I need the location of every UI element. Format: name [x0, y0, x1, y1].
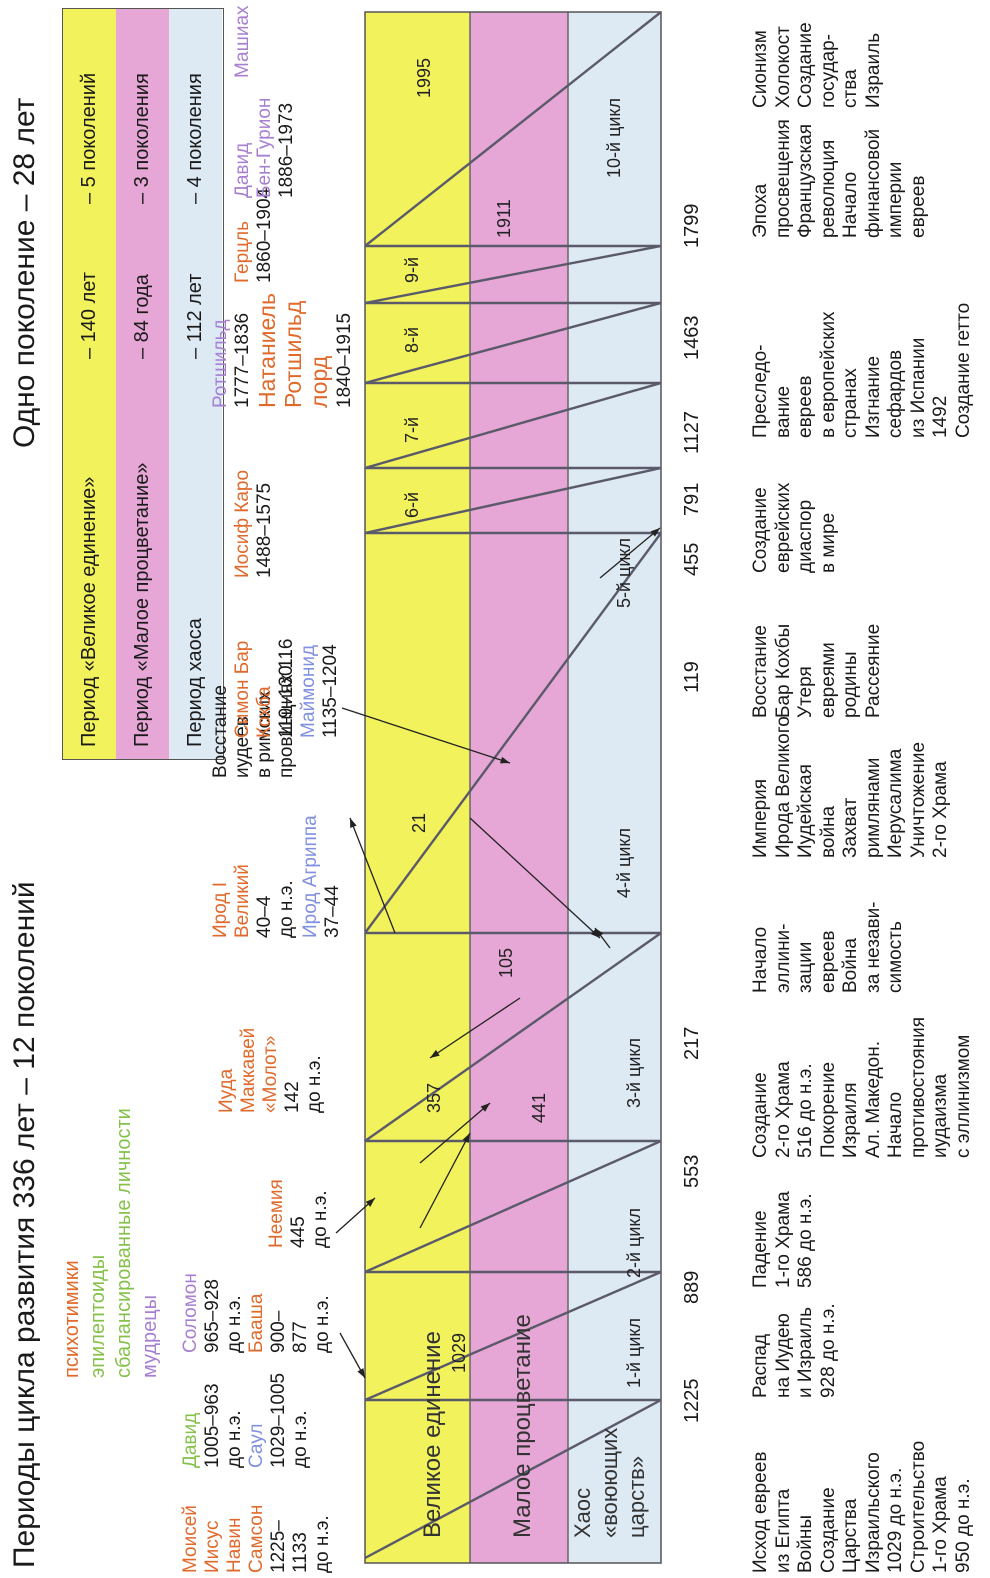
- event-text: Распад на Иудею и Израиль 928 до н.э.: [750, 1303, 839, 1398]
- cycle-label: 6-й: [402, 492, 422, 518]
- band-label-unity: Великое единение: [419, 1331, 446, 1538]
- band-label-chaos: царств»: [624, 1456, 649, 1538]
- cycle-lines: [364, 11, 662, 1560]
- peak-year-label: 21: [409, 813, 429, 833]
- cycle-label: 1-й цикл: [624, 1318, 644, 1388]
- peak-year-label: 1911: [494, 199, 514, 238]
- event-text: Создание 2-го Храма 516 до н.э. Покорени…: [750, 1016, 974, 1158]
- cycle-label: 8-й: [402, 327, 422, 353]
- band-label-chaos: Хаос: [570, 1488, 595, 1538]
- band-chaos: [568, 12, 661, 1563]
- arrow-line: [469, 817, 601, 939]
- timeline-year: 1225: [681, 1378, 703, 1424]
- event-text: Исход евреев из Египта Войны Создание Ца…: [750, 1440, 974, 1573]
- timeline-year: 553: [681, 1154, 703, 1188]
- band-label-chaos: «воюющих: [597, 1428, 622, 1538]
- peak-year-label: 357: [424, 1083, 444, 1113]
- timeline-year: 889: [681, 1270, 703, 1304]
- arrow-head: [365, 1198, 375, 1207]
- arrow-line: [341, 707, 511, 764]
- event-text: Восстание Бар Кохбы Утеря евреями родины…: [750, 623, 884, 718]
- pointer-arrows: [335, 527, 661, 1379]
- diagram-frame: [364, 11, 662, 1564]
- cycle-line: [364, 244, 662, 305]
- cycle-label: 2-й цикл: [624, 1208, 644, 1278]
- arrow-line: [599, 527, 661, 579]
- arrow-line: [419, 1102, 491, 1164]
- cycle-line: [364, 932, 662, 1142]
- timeline-year: 217: [681, 1026, 703, 1060]
- peak-year-label: 1995: [414, 58, 434, 98]
- cycle-label: 7-й: [402, 417, 422, 443]
- arrow-head: [595, 928, 604, 938]
- event-text: Падение 1-го Храма 586 до н.э.: [750, 1191, 816, 1288]
- event-text: Преследо- вание евреев в европейских стр…: [750, 302, 974, 438]
- cycle-line: [364, 1139, 662, 1274]
- cycle-label: 5-й цикл: [614, 538, 634, 608]
- event-text: Империя Ирода Великого Иудейская война З…: [750, 716, 951, 858]
- timeline-year: 1799: [681, 203, 703, 249]
- cycle-line: [364, 301, 662, 385]
- arrow-head: [590, 929, 600, 938]
- cycle-label: 4-й цикл: [614, 828, 634, 898]
- arrow-head: [500, 756, 510, 764]
- cycle-line: [364, 1398, 662, 1560]
- timeline-year: 791: [681, 482, 703, 516]
- arrow-head: [650, 528, 660, 537]
- event-text: Создание еврейских диаспор в мире: [750, 482, 839, 573]
- arrow-line: [419, 1132, 471, 1229]
- cycle-line: [364, 1270, 662, 1402]
- band-unity: [365, 12, 470, 1563]
- peak-year-label: 105: [496, 948, 516, 978]
- arrow-head: [430, 1049, 440, 1058]
- band-label-prosperity: Малое процветание: [509, 1314, 536, 1538]
- arrow-head: [462, 1133, 470, 1143]
- timeline-year: 119: [681, 661, 703, 693]
- cycle-label: 3-й цикл: [624, 1038, 644, 1108]
- arrow-head: [480, 1103, 490, 1112]
- band-prosperity: [470, 12, 568, 1563]
- cycle-label: 10-й цикл: [604, 98, 624, 178]
- timeline-year: 455: [681, 542, 703, 576]
- timeline-year: 1127: [681, 410, 703, 454]
- peak-year-label: 441: [529, 1093, 549, 1123]
- cycle-label: 9-й: [402, 257, 422, 283]
- cycle-line: [364, 532, 662, 934]
- arrow-head: [350, 818, 357, 828]
- event-text: Эпоха просвещения Французская революция …: [750, 119, 929, 238]
- peak-year-label: 1029: [449, 1333, 469, 1373]
- arrow-head: [357, 1368, 365, 1378]
- cycle-line: [364, 381, 662, 470]
- cycle-line: [364, 466, 662, 535]
- arrow-line: [429, 997, 521, 1059]
- event-text: Сионизм Холокост Создание государ- ства …: [750, 22, 884, 108]
- timeline-year: 1463: [681, 315, 703, 361]
- arrow-line: [349, 817, 396, 934]
- event-text: Начало эллини- зации евреев Война за нез…: [750, 901, 906, 993]
- cycle-line: [364, 11, 662, 247]
